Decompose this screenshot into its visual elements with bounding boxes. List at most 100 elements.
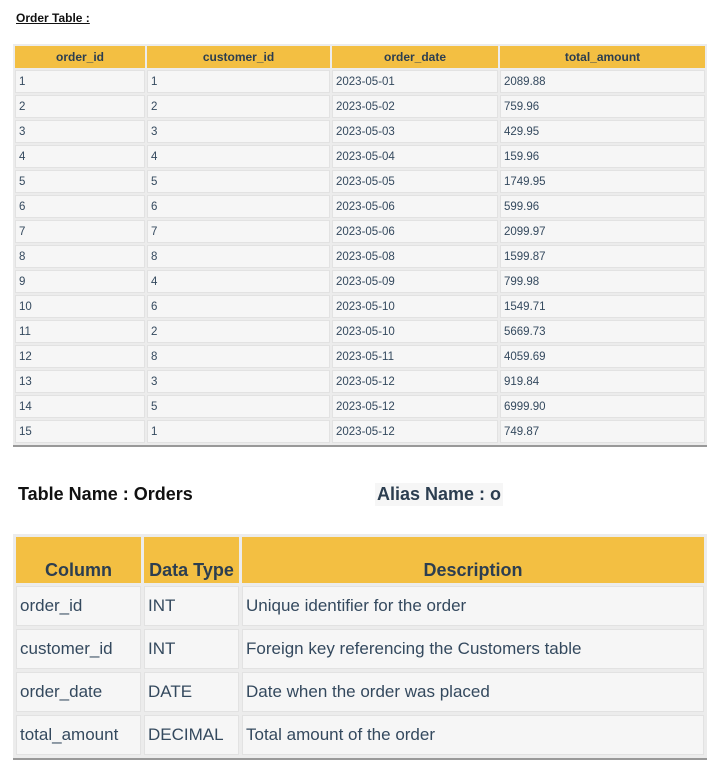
table-cell: 2023-05-05 xyxy=(332,170,498,193)
table-cell: 2023-05-12 xyxy=(332,370,498,393)
table-row: 13 3 2023-05-12 919.84 xyxy=(15,370,705,393)
column-header: order_id xyxy=(15,46,145,68)
table-cell: 599.96 xyxy=(500,195,705,218)
table-cell: INT xyxy=(144,586,239,626)
table-cell: 3 xyxy=(147,370,330,393)
column-header: customer_id xyxy=(147,46,330,68)
table-cell: 159.96 xyxy=(500,145,705,168)
table-cell: 10 xyxy=(15,295,145,318)
table-cell: 759.96 xyxy=(500,95,705,118)
table-cell: Date when the order was placed xyxy=(242,672,704,712)
table-cell: Unique identifier for the order xyxy=(242,586,704,626)
table-cell: 8 xyxy=(147,345,330,368)
table-row: 7 7 2023-05-06 2099.97 xyxy=(15,220,705,243)
table-cell: 2023-05-10 xyxy=(332,295,498,318)
table-cell: 4059.69 xyxy=(500,345,705,368)
table-cell: 2023-05-10 xyxy=(332,320,498,343)
table-cell: customer_id xyxy=(16,629,141,669)
column-header: Description xyxy=(242,537,704,583)
table-cell: total_amount xyxy=(16,715,141,755)
table-cell: 11 xyxy=(15,320,145,343)
table-cell: 4 xyxy=(15,145,145,168)
table-row: 11 2 2023-05-10 5669.73 xyxy=(15,320,705,343)
table-cell: Foreign key referencing the Customers ta… xyxy=(242,629,704,669)
table-cell: 2023-05-12 xyxy=(332,420,498,443)
table-cell: 2023-05-04 xyxy=(332,145,498,168)
column-header: order_date xyxy=(332,46,498,68)
table-cell: 5 xyxy=(147,395,330,418)
table-cell: 15 xyxy=(15,420,145,443)
table-cell: 2023-05-03 xyxy=(332,120,498,143)
schema-table: Column Data Type Description order_id INT Un… xyxy=(13,534,707,760)
table-cell: DECIMAL xyxy=(144,715,239,755)
alias-name-label: Alias Name : o xyxy=(375,483,504,506)
table-cell: order_date xyxy=(16,672,141,712)
table-cell: 12 xyxy=(15,345,145,368)
table-row: 5 5 2023-05-05 1749.95 xyxy=(15,170,705,193)
table-row: total_amount DECIMAL Total amount of the o… xyxy=(16,715,704,755)
table-cell: 1 xyxy=(147,420,330,443)
table-cell: 749.87 xyxy=(500,420,705,443)
table-cell: 5 xyxy=(15,170,145,193)
table-row: 14 5 2023-05-12 6999.90 xyxy=(15,395,705,418)
table-name-label: Table Name : Orders xyxy=(18,484,193,504)
table-cell: 1749.95 xyxy=(500,170,705,193)
table-cell: 13 xyxy=(15,370,145,393)
table-row: 3 3 2023-05-03 429.95 xyxy=(15,120,705,143)
column-header: Data Type xyxy=(144,537,239,583)
table-row: 12 8 2023-05-11 4059.69 xyxy=(15,345,705,368)
table-row: 10 6 2023-05-10 1549.71 xyxy=(15,295,705,318)
table-cell: 2 xyxy=(147,320,330,343)
order-table: order_id customer_id order_date total_amoun… xyxy=(13,44,707,447)
table-cell: 8 xyxy=(15,245,145,268)
table-cell: order_id xyxy=(16,586,141,626)
table-cell: 4 xyxy=(147,270,330,293)
order-table-title: Order Table : xyxy=(16,11,90,25)
column-header: Column xyxy=(16,537,141,583)
table-cell: 6999.90 xyxy=(500,395,705,418)
table-cell: Total amount of the order xyxy=(242,715,704,755)
table-cell: 2 xyxy=(147,95,330,118)
table-cell: 8 xyxy=(147,245,330,268)
table-cell: 1549.71 xyxy=(500,295,705,318)
table-row: 15 1 2023-05-12 749.87 xyxy=(15,420,705,443)
table-cell: 3 xyxy=(147,120,330,143)
table-cell: 7 xyxy=(15,220,145,243)
table-cell: 2023-05-11 xyxy=(332,345,498,368)
table-cell: 1599.87 xyxy=(500,245,705,268)
table-row: 4 4 2023-05-04 159.96 xyxy=(15,145,705,168)
table-cell: 2023-05-09 xyxy=(332,270,498,293)
table-row: 2 2 2023-05-02 759.96 xyxy=(15,95,705,118)
table-row: customer_id INT Foreign key referencing th… xyxy=(16,629,704,669)
table-cell: 1 xyxy=(15,70,145,93)
table-cell: DATE xyxy=(144,672,239,712)
table-row: 9 4 2023-05-09 799.98 xyxy=(15,270,705,293)
table-cell: 919.84 xyxy=(500,370,705,393)
table-cell: 429.95 xyxy=(500,120,705,143)
table-cell: 6 xyxy=(15,195,145,218)
table-cell: 5 xyxy=(147,170,330,193)
table-cell: 6 xyxy=(147,195,330,218)
table-cell: 2089.88 xyxy=(500,70,705,93)
table-cell: 7 xyxy=(147,220,330,243)
table-row: 6 6 2023-05-06 599.96 xyxy=(15,195,705,218)
column-header: total_amount xyxy=(500,46,705,68)
table-cell: 1 xyxy=(147,70,330,93)
table-cell: 9 xyxy=(15,270,145,293)
table-row: order_date DATE Date when the order was pl… xyxy=(16,672,704,712)
table-cell: 2023-05-06 xyxy=(332,220,498,243)
table-cell: 2 xyxy=(15,95,145,118)
table-cell: 2099.97 xyxy=(500,220,705,243)
table-cell: 2023-05-12 xyxy=(332,395,498,418)
table-cell: 14 xyxy=(15,395,145,418)
table-row: 8 8 2023-05-08 1599.87 xyxy=(15,245,705,268)
table-cell: 799.98 xyxy=(500,270,705,293)
table-cell: 5669.73 xyxy=(500,320,705,343)
table-cell: 3 xyxy=(15,120,145,143)
table-cell: 4 xyxy=(147,145,330,168)
table-cell: 2023-05-08 xyxy=(332,245,498,268)
table-row: 1 1 2023-05-01 2089.88 xyxy=(15,70,705,93)
table-cell: 6 xyxy=(147,295,330,318)
table-cell: INT xyxy=(144,629,239,669)
table-cell: 2023-05-01 xyxy=(332,70,498,93)
